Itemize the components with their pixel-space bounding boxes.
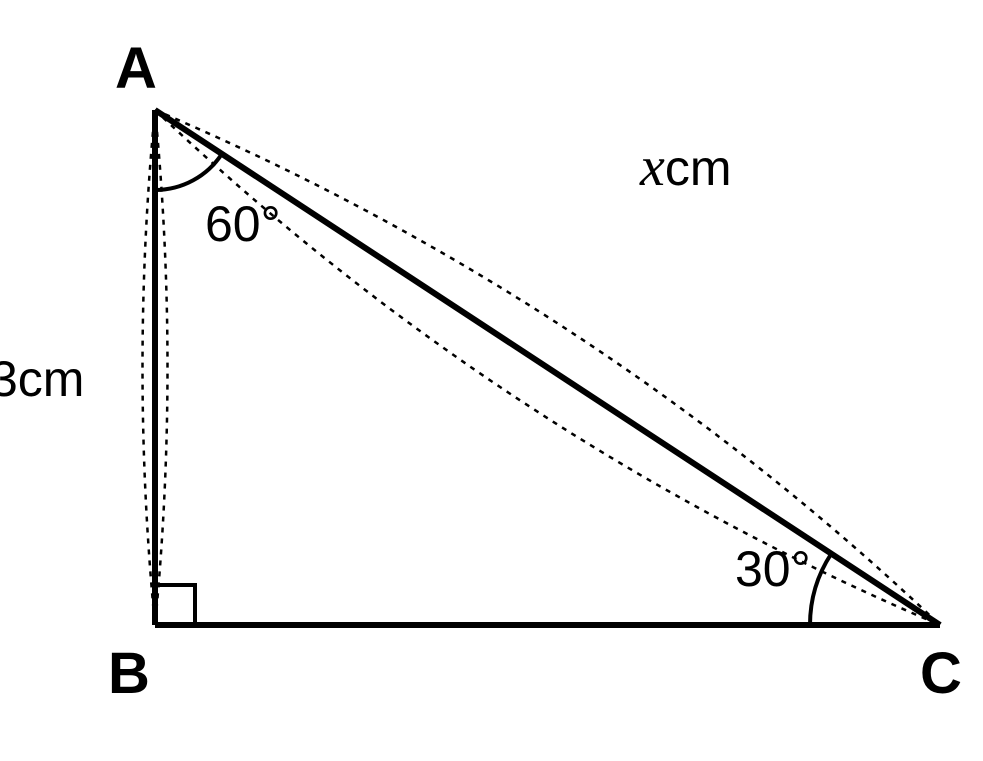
vertex-label-c: C xyxy=(920,640,962,707)
angle-label-a: 60° xyxy=(205,195,281,253)
vertex-label-a: A xyxy=(115,35,157,102)
angle-label-c: 30° xyxy=(735,540,811,598)
vertex-label-b: B xyxy=(108,640,150,707)
triangle-diagram: A B C 60° 30° 3cm xcm xyxy=(0,0,983,756)
side-label-ac: xcm xyxy=(640,135,732,199)
side-label-ab: 3cm xyxy=(0,350,84,408)
